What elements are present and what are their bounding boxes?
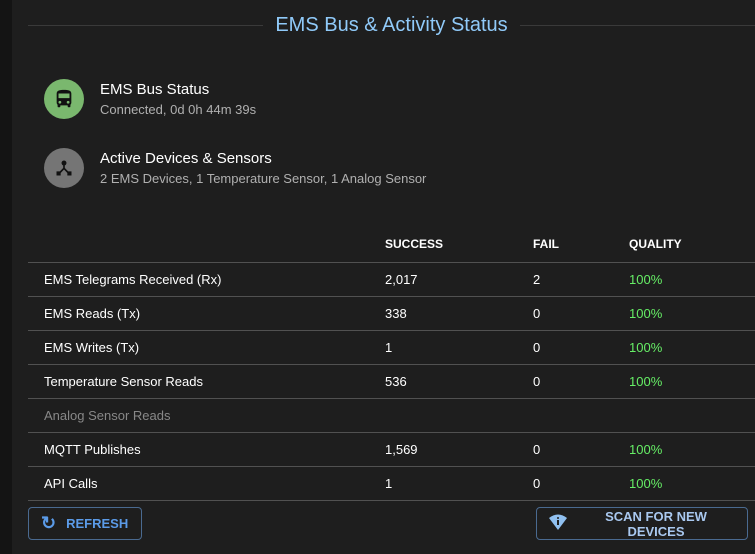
quality: 100% [628, 296, 755, 331]
fail-count: 0 [532, 330, 628, 365]
table-row: EMS Writes (Tx) 1 0 100% [28, 330, 755, 365]
row-label: EMS Reads (Tx) [28, 296, 384, 331]
bus-icon [44, 79, 84, 119]
table-row: Analog Sensor Reads [28, 398, 755, 433]
table-row: EMS Telegrams Received (Rx) 2,017 2 100% [28, 262, 755, 297]
quality: 100% [628, 330, 755, 365]
success-count: 1,569 [384, 432, 532, 467]
table-row: MQTT Publishes 1,569 0 100% [28, 432, 755, 467]
bus-status-subtitle: Connected, 0d 0h 44m 39s [100, 102, 257, 117]
header-success: SUCCESS [384, 226, 532, 263]
fail-count: 0 [532, 296, 628, 331]
row-label: EMS Telegrams Received (Rx) [28, 262, 384, 297]
success-count: 1 [384, 466, 532, 501]
success-count: 2,017 [384, 262, 532, 297]
refresh-label: REFRESH [66, 516, 129, 531]
success-count: 338 [384, 296, 532, 331]
header-name [28, 226, 384, 263]
scan-label: SCAN FOR NEW DEVICES [605, 508, 707, 539]
fail-count: 0 [532, 364, 628, 399]
fail-count [532, 398, 628, 433]
fail-count: 2 [532, 262, 628, 297]
title-text: EMS Bus & Activity Status [275, 14, 508, 36]
success-count: 1 [384, 330, 532, 365]
row-label: Temperature Sensor Reads [28, 364, 384, 399]
row-label: Analog Sensor Reads [28, 398, 384, 433]
quality: 100% [628, 262, 755, 297]
refresh-button[interactable]: ↻ REFRESH [28, 507, 142, 540]
success-count [384, 398, 532, 433]
device-hub-icon [44, 148, 84, 188]
active-devices-title: Active Devices & Sensors [100, 150, 272, 167]
activity-table: SUCCESS FAIL QUALITY EMS Telegrams Receive… [28, 226, 755, 501]
quality [628, 398, 755, 433]
bus-status: EMS Bus Status Connected, 0d 0h 44m 39s [44, 79, 256, 119]
scan-button[interactable]: SCAN FOR NEW DEVICES [536, 507, 748, 540]
success-count: 536 [384, 364, 532, 399]
row-label: EMS Writes (Tx) [28, 330, 384, 365]
table-row: API Calls 1 0 100% [28, 466, 755, 501]
quality: 100% [628, 364, 755, 399]
header-fail: FAIL [532, 226, 628, 263]
header-quality: QUALITY [628, 226, 755, 263]
fail-count: 0 [532, 432, 628, 467]
table-header: SUCCESS FAIL QUALITY [28, 226, 755, 263]
active-devices-subtitle: 2 EMS Devices, 1 Temperature Sensor, 1 A… [100, 171, 427, 186]
quality: 100% [628, 466, 755, 501]
wifi-info-icon [549, 514, 567, 533]
section-title: EMS Bus & Activity Status [28, 14, 755, 37]
bus-status-title: EMS Bus Status [100, 81, 210, 98]
quality: 100% [628, 432, 755, 467]
table-row: EMS Reads (Tx) 338 0 100% [28, 296, 755, 331]
row-label: MQTT Publishes [28, 432, 384, 467]
table-row: Temperature Sensor Reads 536 0 100% [28, 364, 755, 399]
sidebar-edge [0, 0, 12, 554]
row-label: API Calls [28, 466, 384, 501]
fail-count: 0 [532, 466, 628, 501]
active-devices: Active Devices & Sensors 2 EMS Devices, 1… [44, 148, 426, 188]
refresh-icon: ↻ [41, 513, 57, 533]
